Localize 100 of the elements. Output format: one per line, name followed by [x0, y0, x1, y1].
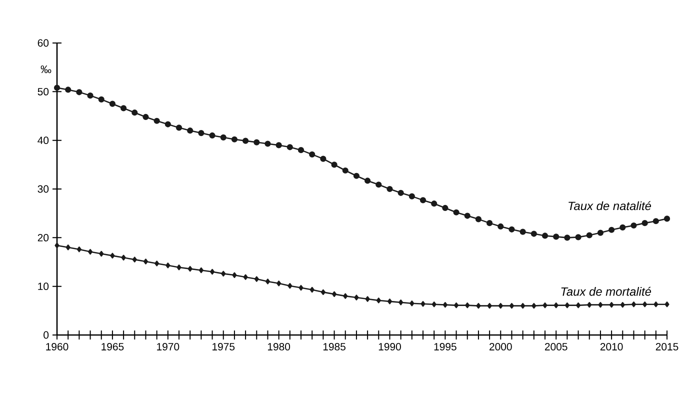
point — [386, 186, 393, 192]
point — [88, 248, 93, 255]
point — [442, 302, 448, 308]
point — [476, 302, 481, 309]
point — [176, 124, 182, 131]
point — [398, 190, 404, 196]
point — [353, 172, 360, 179]
x-tick-label: 1995 — [434, 343, 456, 350]
point — [431, 200, 438, 207]
point — [343, 293, 348, 299]
point — [298, 284, 304, 291]
point — [121, 254, 126, 260]
x-tick-label: 1970 — [157, 343, 180, 350]
point — [576, 302, 581, 308]
point — [142, 114, 149, 120]
point — [298, 147, 304, 154]
x-tick-label: 1985 — [323, 343, 346, 350]
point — [509, 302, 514, 309]
x-tick-label: 2005 — [544, 343, 568, 350]
point — [243, 274, 248, 280]
x-tick-label: 1965 — [102, 343, 124, 350]
point — [198, 130, 204, 136]
point — [264, 140, 271, 147]
point — [120, 105, 127, 112]
y-tick-label: 0 — [44, 331, 49, 339]
point — [132, 110, 138, 116]
point — [276, 280, 282, 286]
point — [432, 301, 436, 308]
point — [254, 276, 259, 282]
point — [542, 302, 548, 308]
point — [220, 134, 226, 140]
point — [331, 162, 338, 168]
point — [54, 84, 60, 91]
point — [487, 302, 492, 309]
point — [608, 226, 615, 233]
point — [486, 220, 493, 226]
point — [254, 139, 260, 146]
y-tick-label: 40 — [38, 136, 49, 144]
point — [652, 218, 659, 224]
point — [631, 301, 636, 308]
point — [597, 230, 604, 236]
y-tick-label: 30 — [38, 185, 49, 193]
point — [87, 92, 94, 99]
series-label: Taux de mortalité — [561, 286, 652, 296]
point — [66, 244, 70, 250]
point — [210, 268, 215, 275]
x-tick-label: 2015 — [656, 343, 678, 350]
point — [420, 197, 426, 204]
point — [320, 289, 326, 296]
point — [99, 250, 104, 257]
point — [109, 100, 116, 107]
point — [520, 302, 526, 309]
point — [442, 204, 448, 212]
point — [508, 226, 515, 232]
point — [554, 302, 558, 308]
point — [209, 132, 216, 139]
point — [498, 223, 504, 230]
point — [166, 262, 170, 268]
point — [154, 118, 160, 124]
point — [188, 266, 192, 272]
point — [664, 216, 670, 222]
point — [164, 121, 171, 128]
point — [320, 156, 326, 162]
point — [598, 302, 603, 308]
point — [342, 167, 348, 174]
point — [143, 258, 148, 264]
point — [642, 220, 648, 226]
point — [376, 182, 382, 188]
point — [532, 302, 536, 309]
point — [110, 252, 115, 259]
point — [132, 256, 137, 262]
point — [475, 216, 482, 222]
point — [520, 228, 526, 235]
y-axis-title: ‰ — [40, 65, 52, 74]
point — [54, 242, 60, 248]
point — [542, 232, 548, 239]
point — [654, 301, 658, 308]
y-tick-label: 10 — [38, 282, 49, 290]
point — [530, 230, 537, 237]
point — [453, 209, 460, 216]
point — [198, 267, 204, 274]
point — [309, 151, 316, 158]
point — [420, 301, 426, 307]
point — [365, 296, 370, 302]
x-tick-label: 1990 — [378, 343, 401, 350]
point — [65, 86, 72, 93]
point — [176, 264, 182, 270]
point — [564, 234, 570, 241]
point — [76, 246, 82, 252]
point — [310, 286, 314, 293]
x-tick-label: 1975 — [212, 343, 235, 350]
point — [398, 300, 404, 306]
x-tick-label: 2010 — [600, 343, 623, 350]
point — [564, 302, 570, 308]
y-tick-label: 50 — [38, 88, 49, 96]
x-tick-label: 1980 — [268, 343, 290, 350]
point — [609, 302, 614, 308]
point — [276, 142, 282, 148]
point — [620, 224, 626, 230]
point — [154, 260, 160, 266]
